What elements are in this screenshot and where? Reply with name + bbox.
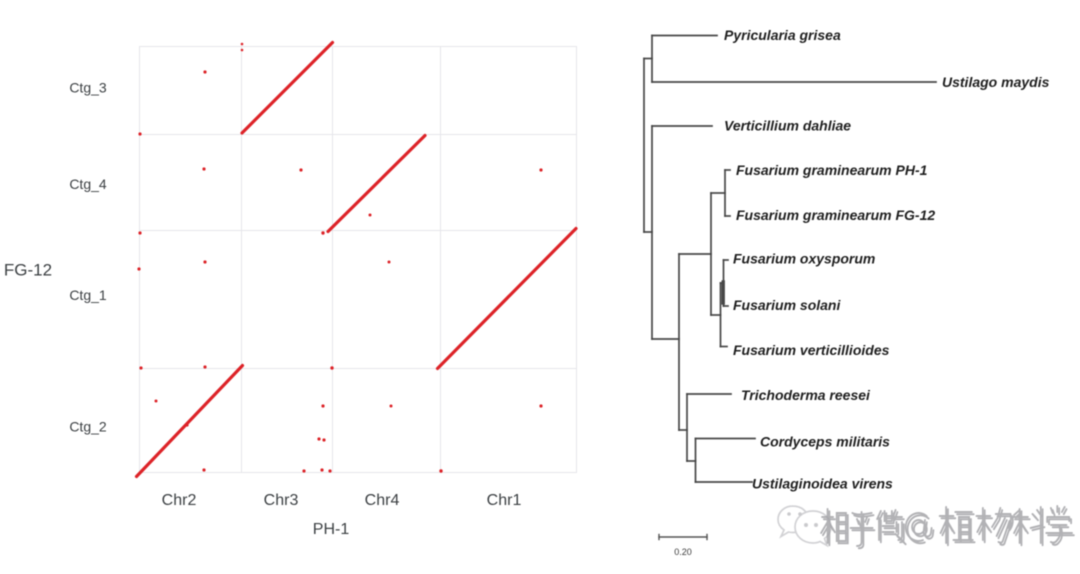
svg-text:Fusarium graminearum PH-1: Fusarium graminearum PH-1 (736, 162, 928, 178)
svg-text:Pyricularia grisea: Pyricularia grisea (724, 27, 841, 43)
svg-text:Trichoderma reesei: Trichoderma reesei (741, 387, 871, 403)
svg-text:Verticillium dahliae: Verticillium dahliae (724, 118, 851, 134)
svg-text:Fusarium solani: Fusarium solani (733, 297, 841, 313)
svg-text:PH-1: PH-1 (313, 521, 350, 538)
svg-text:Ctg_2: Ctg_2 (69, 419, 107, 435)
svg-text:Chr3: Chr3 (264, 492, 299, 509)
svg-text:Cordyceps militaris: Cordyceps militaris (760, 434, 890, 450)
svg-text:Fusarium verticillioides: Fusarium verticillioides (733, 342, 890, 358)
svg-text:Chr4: Chr4 (365, 492, 400, 509)
svg-text:Ctg_4: Ctg_4 (69, 176, 107, 192)
svg-text:Chr2: Chr2 (162, 492, 197, 509)
svg-text:Ctg_3: Ctg_3 (69, 80, 107, 96)
svg-text:Chr1: Chr1 (487, 492, 522, 509)
svg-text:0.20: 0.20 (674, 547, 692, 557)
svg-text:Ustilago maydis: Ustilago maydis (942, 74, 1050, 90)
svg-text:Ctg_1: Ctg_1 (69, 287, 107, 303)
svg-text:FG-12: FG-12 (4, 261, 52, 280)
svg-text:Ustilaginoidea virens: Ustilaginoidea virens (752, 476, 893, 492)
svg-text:Fusarium oxysporum: Fusarium oxysporum (733, 251, 875, 267)
svg-text:Fusarium graminearum FG-12: Fusarium graminearum FG-12 (736, 207, 935, 223)
